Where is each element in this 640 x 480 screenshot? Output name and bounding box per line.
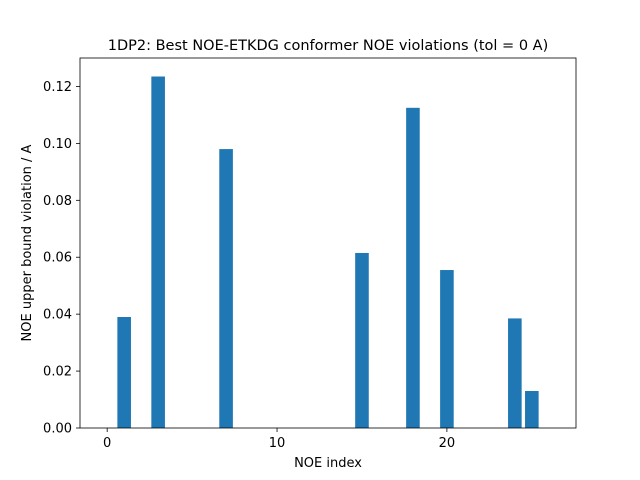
x-tick-label: 20 — [439, 436, 456, 451]
bars-group — [117, 76, 539, 428]
y-axis-label: NOE upper bound violation / A — [20, 144, 35, 341]
bar-noe-20 — [440, 270, 454, 428]
y-tick-label: 0.08 — [43, 194, 72, 209]
y-tick-label: 0.04 — [43, 308, 72, 323]
x-tick-label: 0 — [103, 436, 111, 451]
y-tick-label: 0.02 — [43, 365, 72, 380]
bar-noe-15 — [355, 252, 369, 428]
bar-noe-7 — [219, 149, 233, 428]
bar-noe-1 — [117, 317, 131, 428]
bar-noe-3 — [151, 76, 165, 428]
x-tick-label: 10 — [269, 436, 286, 451]
chart-title: 1DP2: Best NOE-ETKDG conformer NOE viola… — [108, 38, 548, 54]
y-tick-label: 0.00 — [43, 422, 72, 437]
y-ticks-group: 0.00 0.02 0.04 0.06 0.08 0.10 0.12 — [43, 80, 80, 437]
plot-frame — [79, 57, 577, 429]
y-tick-label: 0.12 — [43, 80, 72, 95]
bar-noe-24 — [508, 318, 522, 428]
y-tick-label: 0.10 — [43, 137, 72, 152]
bar-noe-25 — [525, 391, 539, 428]
x-axis-label: NOE index — [294, 456, 362, 471]
bar-noe-18 — [406, 107, 420, 428]
y-tick-label: 0.06 — [43, 251, 72, 266]
x-ticks-group: 0 10 20 — [103, 428, 455, 451]
